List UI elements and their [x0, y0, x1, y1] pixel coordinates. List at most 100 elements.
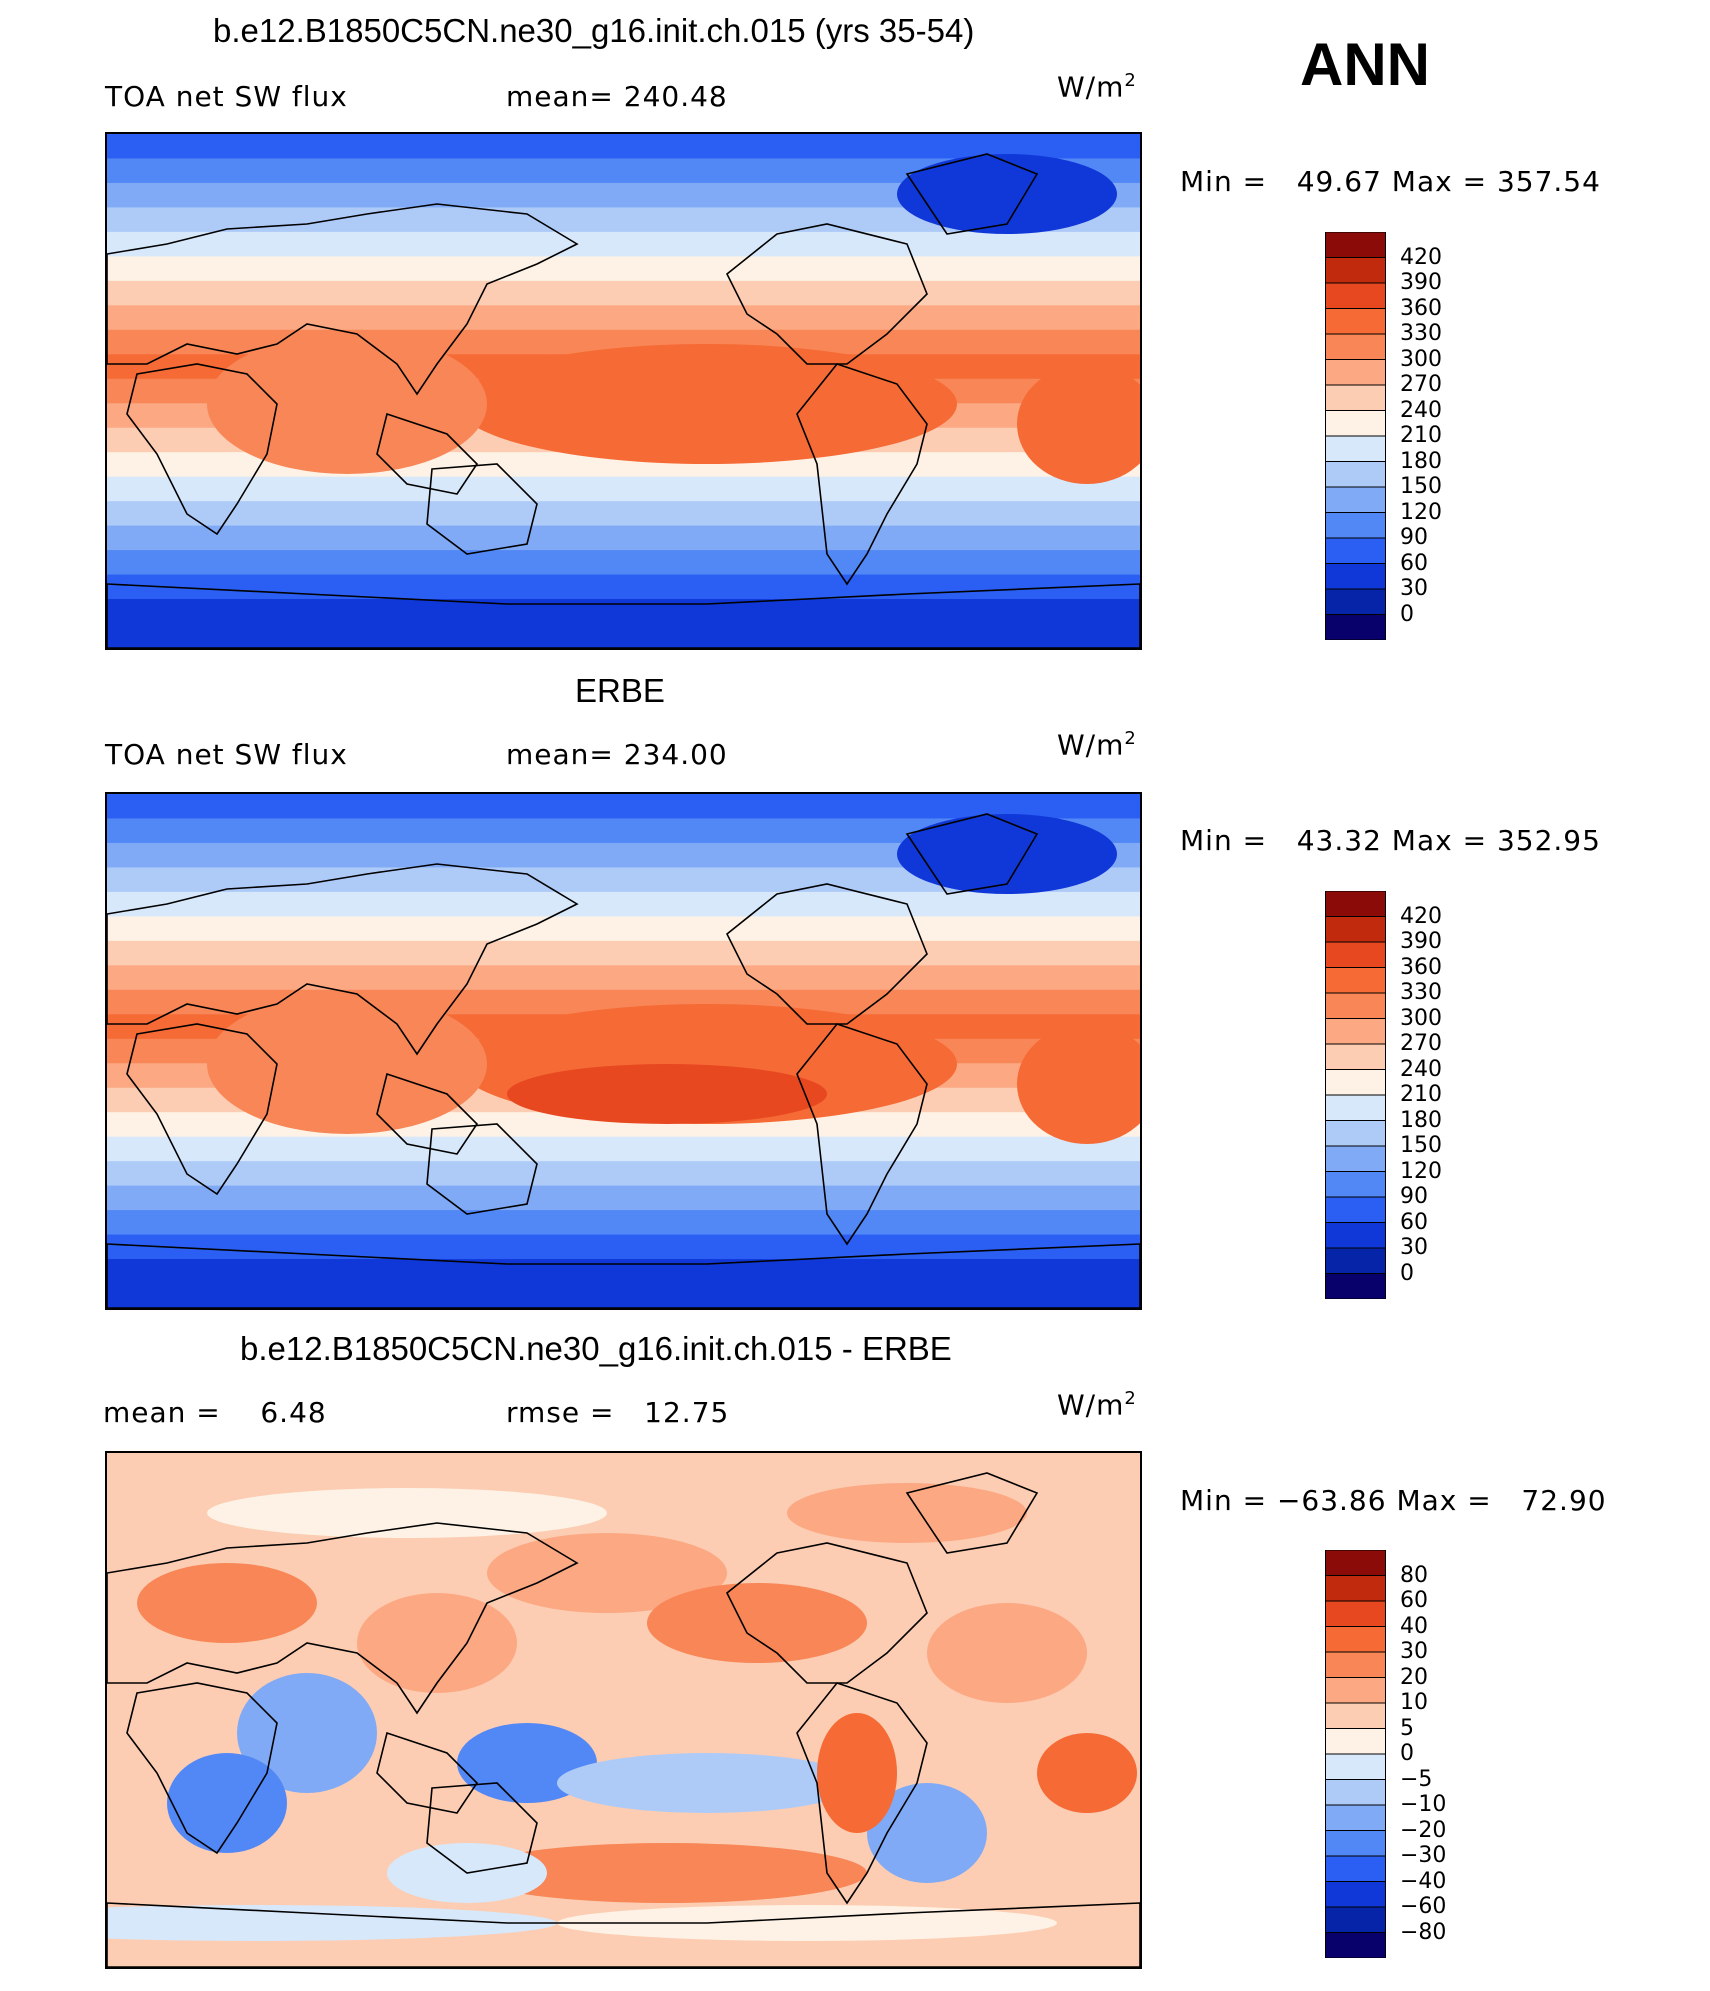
- panel-2-colorbar: 420 390 360 330 300 270 240 210 180 150 120 90 60 30 0: [1325, 891, 1442, 1299]
- diff-anomaly: [557, 1753, 857, 1813]
- panel-2-minmax: Min = 43.32 Max = 352.95: [1180, 824, 1601, 857]
- colorbar-swatch: [1325, 1043, 1386, 1070]
- coastline: [426, 1782, 538, 1874]
- panel-3-mean-label: mean = 6.48: [103, 1396, 327, 1429]
- coastline: [796, 1023, 928, 1246]
- colorbar-tick-label: 90: [1400, 525, 1428, 550]
- colorbar-tick-label: 300: [1400, 1005, 1442, 1031]
- lat-band: [107, 476, 1140, 503]
- colorbar-swatch: [1325, 1804, 1386, 1831]
- coastline: [725, 223, 928, 365]
- panel-1-map: [105, 132, 1142, 650]
- lat-band: [107, 280, 1140, 307]
- colorbar-tick-label: 240: [1400, 1056, 1442, 1082]
- diff-anomaly: [487, 1533, 727, 1613]
- colorbar-swatch: [1325, 384, 1386, 411]
- panel-3-units: W/m2: [1057, 1388, 1137, 1422]
- colorbar-swatch: [1325, 282, 1386, 309]
- panel-2-title: ERBE: [575, 672, 665, 709]
- colorbar-tick-label: 150: [1400, 474, 1442, 499]
- panel-3-colorbar: 80 60 40 30 20 10 5 0 −5 −10 −20 −30 −40 −60 −80: [1325, 1550, 1446, 1958]
- colorbar-tick-label: −5: [1400, 1766, 1433, 1792]
- colorbar-tick-label: 30: [1400, 576, 1428, 601]
- colorbar-tick-label: 30: [1400, 1235, 1428, 1260]
- diff-anomaly: [817, 1713, 897, 1833]
- colorbar-swatch: [1325, 537, 1386, 564]
- lat-band: [107, 794, 1140, 820]
- colorbar-tick-label: 210: [1400, 1082, 1442, 1107]
- colorbar-tick-label: 0: [1400, 1260, 1414, 1286]
- colorbar-tick-label: 10: [1400, 1690, 1428, 1715]
- coastline: [376, 1731, 479, 1814]
- colorbar-swatch: [1325, 1677, 1386, 1704]
- colorbar-tick-label: 270: [1400, 1031, 1442, 1056]
- colorbar-tick-label: 180: [1400, 448, 1442, 474]
- atlantic-warm: [1017, 364, 1140, 484]
- colorbar-tick-label: 240: [1400, 397, 1442, 423]
- lat-band: [107, 305, 1140, 331]
- coastline: [107, 863, 579, 1056]
- lat-band: [107, 1185, 1140, 1212]
- indian-ocean: [207, 334, 487, 474]
- colorbar-tick-label: 80: [1400, 1562, 1428, 1588]
- colorbar-tick-label: −30: [1400, 1843, 1447, 1868]
- colorbar-tick-label: 420: [1400, 903, 1442, 929]
- colorbar-swatch: [1325, 1855, 1386, 1882]
- colorbar-swatch: [1325, 1273, 1386, 1299]
- coastline: [126, 1682, 278, 1855]
- colorbar-swatch: [1325, 1906, 1386, 1933]
- colorbar-tick-label: 120: [1400, 1158, 1442, 1184]
- coastline: [796, 1682, 928, 1905]
- coastline: [126, 1023, 278, 1196]
- colorbar-swatch: [1325, 410, 1386, 437]
- colorbar-tick-label: 360: [1400, 954, 1442, 980]
- colorbar-tick-label: 60: [1400, 1588, 1428, 1613]
- colorbar-tick-label: 360: [1400, 295, 1442, 321]
- colorbar-swatch: [1325, 461, 1386, 488]
- lat-band: [107, 599, 1140, 625]
- diff-anomaly: [647, 1583, 867, 1663]
- colorbar-swatch: [1325, 435, 1386, 462]
- colorbar-tick-label: 30: [1400, 1639, 1428, 1664]
- panel-3-map: [105, 1451, 1142, 1969]
- diff-anomaly: [467, 1843, 867, 1903]
- colorbar-swatch: [1325, 1196, 1386, 1223]
- panel-3-title: b.e12.B1850C5CN.ne30_g16.init.ch.015 - E…: [240, 1330, 952, 1367]
- diff-anomaly: [787, 1483, 1027, 1543]
- colorbar-swatch: [1325, 1626, 1386, 1653]
- colorbar-swatch: [1325, 1222, 1386, 1249]
- colorbar-tick-label: 40: [1400, 1613, 1428, 1639]
- lat-band: [107, 623, 1140, 648]
- diff-anomaly: [867, 1783, 987, 1883]
- coastline: [107, 203, 579, 396]
- lat-band: [107, 525, 1140, 552]
- diff-anomaly: [237, 1673, 377, 1793]
- lat-band: [107, 574, 1140, 601]
- colorbar-swatch: [1325, 1702, 1386, 1729]
- colorbar-tick-label: 60: [1400, 550, 1428, 576]
- warm-pool: [457, 344, 957, 464]
- diff-anomaly: [927, 1603, 1087, 1703]
- colorbar-tick-label: −20: [1400, 1817, 1447, 1843]
- colorbar-swatch: [1325, 1094, 1386, 1121]
- coastline: [905, 1472, 1039, 1554]
- colorbar-tick-label: −60: [1400, 1894, 1447, 1919]
- panel-1-minmax: Min = 49.67 Max = 357.54: [1180, 165, 1601, 198]
- colorbar-tick-label: 210: [1400, 423, 1442, 448]
- colorbar-swatch: [1325, 916, 1386, 943]
- panel-1-colorbar: 420 390 360 330 300 270 240 210 180 150 120 90 60 30 0: [1325, 232, 1442, 640]
- colorbar-tick-label: −10: [1400, 1792, 1447, 1817]
- colorbar-swatch: [1325, 1550, 1386, 1576]
- lat-band: [107, 550, 1140, 576]
- colorbar-swatch: [1325, 1651, 1386, 1678]
- colorbar-tick-label: 330: [1400, 321, 1442, 346]
- lat-band: [107, 134, 1140, 160]
- coastline: [376, 1072, 479, 1155]
- colorbar-swatch: [1325, 257, 1386, 284]
- panel-3-minmax: Min = −63.86 Max = 72.90: [1180, 1484, 1607, 1517]
- atlantic-warm: [1017, 1024, 1140, 1144]
- colorbar-swatch: [1325, 1728, 1386, 1755]
- colorbar-tick-label: 0: [1400, 601, 1414, 627]
- diff-anomaly: [1037, 1733, 1137, 1813]
- colorbar-swatch: [1325, 1830, 1386, 1857]
